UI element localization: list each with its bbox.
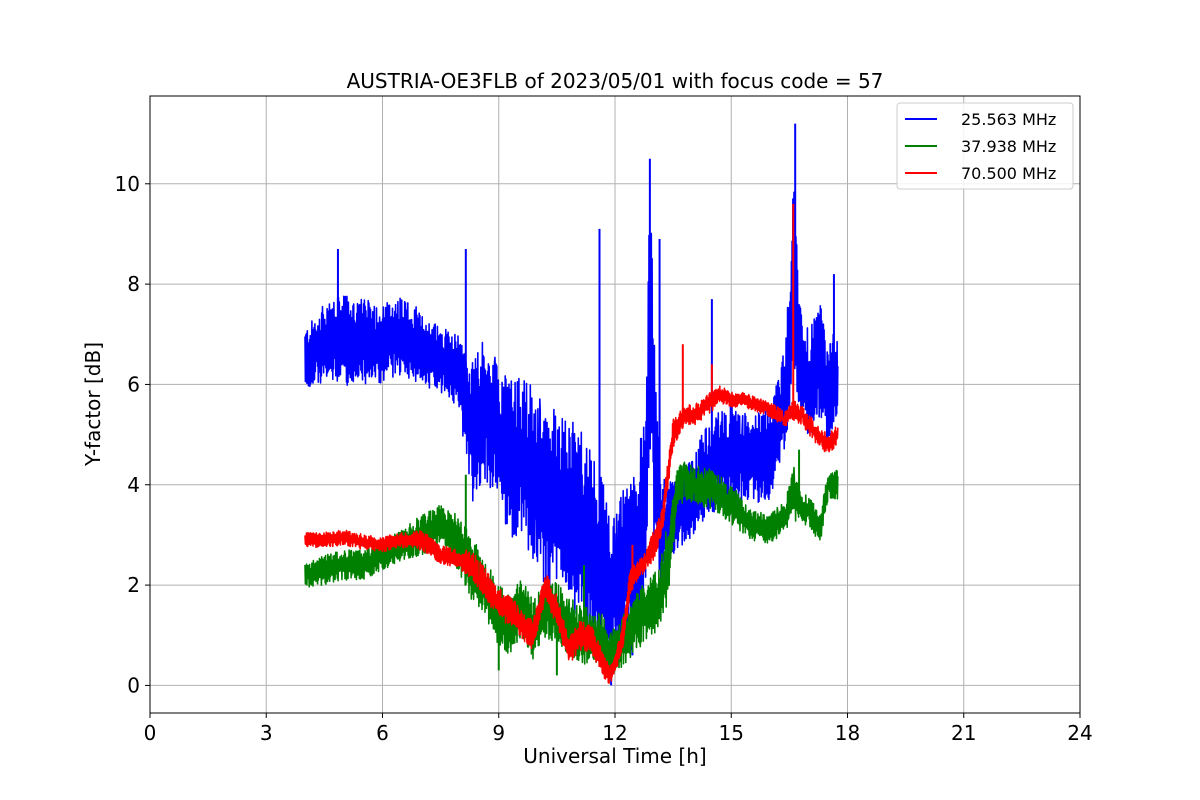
- y-tick-label: 10: [115, 172, 140, 196]
- legend: 25.563 MHz 37.938 MHz 70.500 MHz: [896, 102, 1074, 190]
- legend-label: 37.938 MHz: [961, 137, 1056, 156]
- y-axis-label: Y-factor [dB]: [81, 342, 105, 467]
- legend-box: [896, 102, 1074, 190]
- series-line: [304, 385, 839, 684]
- y-tick-label: 2: [127, 573, 140, 597]
- legend-label: 70.500 MHz: [961, 164, 1056, 183]
- x-tick-label: 9: [492, 721, 505, 745]
- y-tick-label: 0: [127, 673, 140, 697]
- chart-title: AUSTRIA-OE3FLB of 2023/05/01 with focus …: [347, 69, 884, 93]
- x-tick-label: 6: [376, 721, 389, 745]
- y-tick-label: 4: [127, 473, 140, 497]
- x-axis-label: Universal Time [h]: [523, 744, 706, 768]
- x-tick-label: 21: [951, 721, 976, 745]
- x-tick-label: 12: [602, 721, 627, 745]
- x-tick-label: 18: [835, 721, 860, 745]
- series-line: [304, 191, 839, 664]
- y-tick-label: 6: [127, 372, 140, 396]
- y-tick-label: 8: [127, 272, 140, 296]
- x-tick-label: 3: [260, 721, 273, 745]
- plot-area: [304, 123, 839, 686]
- x-tick-label: 0: [144, 721, 157, 745]
- legend-label: 25.563 MHz: [961, 110, 1056, 129]
- series-line: [304, 461, 839, 680]
- x-tick-label: 24: [1067, 721, 1092, 745]
- x-tick-label: 15: [719, 721, 744, 745]
- series-3: [304, 203, 839, 684]
